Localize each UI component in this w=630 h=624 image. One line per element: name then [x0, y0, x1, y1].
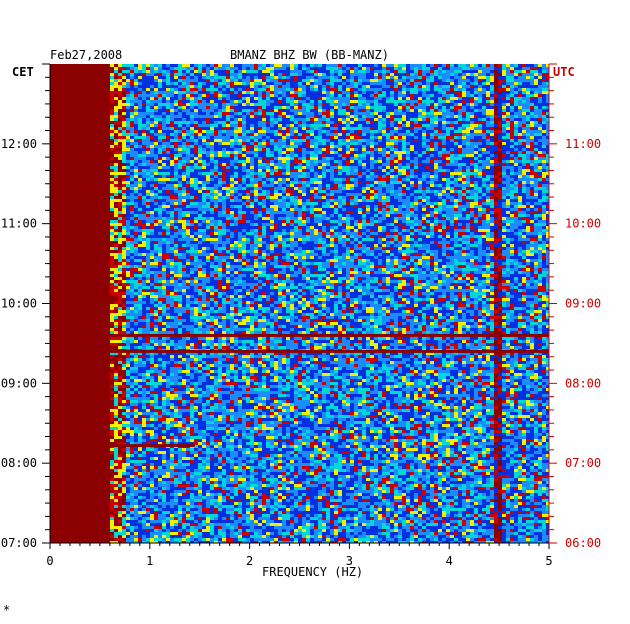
- y-left-tick-label: 12:00: [1, 137, 37, 151]
- y-left-tick-label: 08:00: [1, 456, 37, 470]
- x-tick-label: 1: [146, 554, 153, 568]
- y-left-tick-label: 11:00: [1, 217, 37, 231]
- x-tick-label: 2: [246, 554, 253, 568]
- spectrogram-cells-0: [126, 64, 549, 543]
- left-timezone-label: CET: [12, 65, 34, 79]
- y-left-tick-label: 09:00: [1, 376, 37, 390]
- y-left-tick-labels: 07:00 08:00 09:00 10:00 11:00 12:00: [1, 137, 37, 550]
- event-streak: [50, 444, 195, 448]
- axis-ticks: [42, 63, 557, 549]
- chart-title: BMANZ BHZ BW (BB-MANZ): [230, 48, 389, 62]
- y-right-tick-label: 09:00: [565, 297, 601, 311]
- x-tick-label: 5: [545, 554, 552, 568]
- x-tick-labels: 0 1 2 3 4 5: [46, 554, 552, 568]
- y-left-tick-label: 10:00: [1, 297, 37, 311]
- y-right-tick-label: 06:00: [565, 536, 601, 550]
- spectrogram-cells-2: [110, 64, 549, 543]
- x-axis-title: FREQUENCY (HZ): [262, 565, 363, 579]
- y-right-tick-label: 08:00: [565, 376, 601, 390]
- spectrogram-cells-5: [50, 64, 502, 543]
- event-streak: [50, 333, 549, 337]
- x-tick-label: 4: [446, 554, 453, 568]
- spectrogram-plot-area: [50, 64, 549, 543]
- x-tick-label: 3: [346, 554, 353, 568]
- x-tick-label: 0: [46, 554, 53, 568]
- footer-mark: *: [3, 603, 10, 617]
- y-left-tick-label: 07:00: [1, 536, 37, 550]
- spectrogram-cells-1: [126, 64, 549, 543]
- y-right-tick-label: 10:00: [565, 217, 601, 231]
- event-streak: [50, 349, 549, 353]
- right-timezone-label: UTC: [553, 65, 575, 79]
- y-right-tick-label: 07:00: [565, 456, 601, 470]
- y-right-tick-label: 11:00: [565, 137, 601, 151]
- date-label: Feb27,2008: [50, 48, 122, 62]
- spectrogram-cells-4: [110, 64, 549, 543]
- y-right-tick-labels: 06:00 07:00 08:00 09:00 10:00 11:00: [565, 137, 601, 550]
